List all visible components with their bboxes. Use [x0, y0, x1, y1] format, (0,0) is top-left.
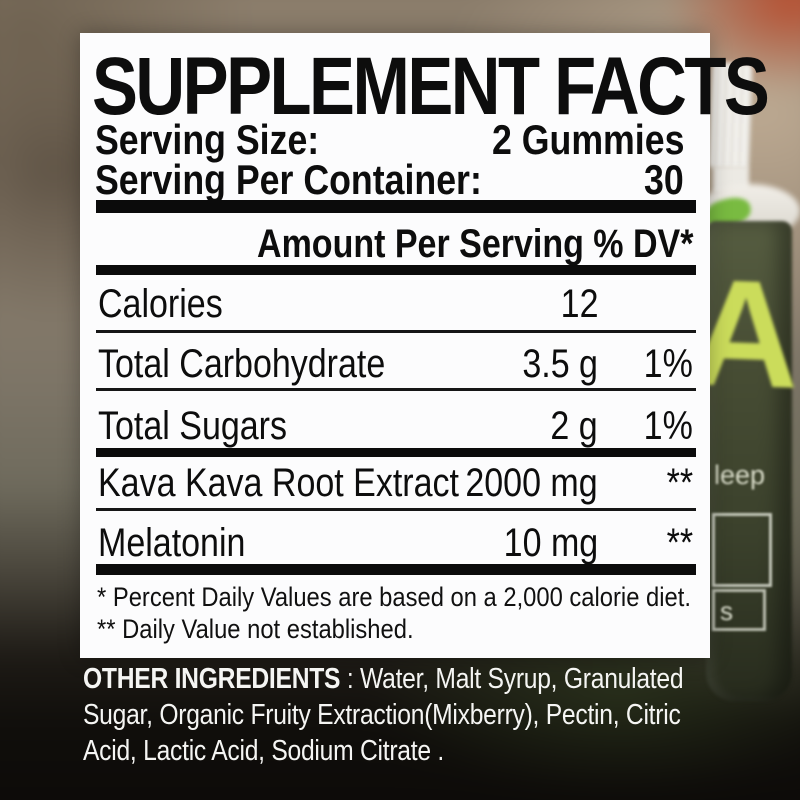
bottle-label-box-2: s [712, 589, 766, 631]
serving-size-value: 2 Gummies [491, 116, 684, 163]
servings-per-container-label: Serving Per Container: [95, 156, 482, 203]
footnote-percent-daily-values: * Percent Daily Values are based on a 2,… [97, 582, 772, 613]
nutrient-name: Total Sugars [98, 404, 287, 448]
bottle-label-text: leep [714, 460, 766, 490]
nutrient-name: Total Carbohydrate [98, 342, 386, 386]
serving-size-row: Serving Size: 2 Gummies [95, 117, 684, 163]
bottle-body [706, 221, 792, 701]
panel-title: SUPPLEMENT FACTS [92, 41, 770, 132]
footnote-daily-value-not-established: ** Daily Value not established. [97, 614, 457, 645]
thick-divider [96, 200, 696, 213]
nutrient-row-calories: Calories 12 [98, 281, 693, 327]
ingredients-line-1: OTHER INGREDIENTS : Water, Malt Syrup, G… [83, 661, 684, 697]
nutrient-row-kava-kava-root-extract: Kava Kava Root Extract 2000 mg ** [98, 460, 693, 506]
nutrient-row-total-carbohydrate: Total Carbohydrate 3.5 g 1% [98, 341, 693, 387]
nutrient-amount: 2000 mg [465, 461, 598, 505]
servings-per-container-value: 30 [644, 156, 684, 203]
thin-divider [96, 330, 696, 333]
bottle-label-box [712, 513, 772, 587]
nutrient-name: Calories [98, 282, 223, 326]
supplement-facts-panel: SUPPLEMENT FACTS Serving Size: 2 Gummies… [80, 33, 770, 658]
nutrient-row-total-sugars: Total Sugars 2 g 1% [98, 403, 693, 449]
footnote-text: ** Daily Value not established. [97, 614, 414, 644]
ingredients-line-3: Acid, Lactic Acid, Sodium Citrate . [83, 735, 444, 767]
nutrient-name: Kava Kava Root Extract [98, 461, 459, 505]
ingredients-line-2: Sugar, Organic Fruity Extraction(Mixberr… [83, 699, 681, 731]
thick-divider [96, 564, 696, 575]
nutrient-amount: 12 [560, 282, 598, 326]
footnote-text: * Percent Daily Values are based on a 2,… [97, 582, 691, 612]
thick-divider [96, 265, 696, 275]
nutrient-amount: 2 g [550, 404, 598, 448]
amount-per-serving-header: Amount Per Serving % DV* [180, 221, 693, 267]
other-ingredients-label: OTHER INGREDIENTS [83, 663, 341, 695]
amount-per-serving-header-text: Amount Per Serving % DV* [256, 222, 693, 266]
servings-per-container-row: Serving Per Container: 30 [95, 157, 684, 203]
nutrient-row-melatonin: Melatonin 10 mg ** [98, 520, 693, 566]
ingredients-line-1-text: : Water, Malt Syrup, Granulated [340, 663, 684, 695]
thin-divider [96, 388, 696, 391]
nutrient-amount: 3.5 g [522, 342, 598, 386]
nutrient-dv: 1% [643, 404, 693, 448]
thick-divider [96, 448, 696, 457]
nutrient-dv: ** [666, 521, 693, 565]
nutrient-dv: 1% [643, 342, 693, 386]
thin-divider [96, 508, 696, 511]
nutrient-amount: 10 mg [503, 521, 598, 565]
nutrient-name: Melatonin [98, 521, 246, 565]
serving-size-label: Serving Size: [95, 116, 320, 163]
other-ingredients-paragraph: OTHER INGREDIENTS : Water, Malt Syrup, G… [83, 661, 783, 769]
nutrient-dv: ** [666, 461, 693, 505]
